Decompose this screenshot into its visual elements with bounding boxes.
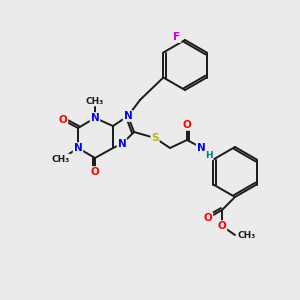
Text: CH₃: CH₃ <box>52 154 70 164</box>
Text: O: O <box>218 221 226 231</box>
Text: H: H <box>205 151 213 160</box>
Text: N: N <box>196 143 206 153</box>
Text: N: N <box>118 139 126 149</box>
Text: S: S <box>151 133 159 143</box>
Text: CH₃: CH₃ <box>237 230 255 239</box>
Text: CH₃: CH₃ <box>86 97 104 106</box>
Text: O: O <box>91 167 99 177</box>
Text: O: O <box>183 120 191 130</box>
Text: N: N <box>74 143 82 153</box>
Text: N: N <box>91 113 99 123</box>
Text: O: O <box>204 213 212 223</box>
Text: F: F <box>173 32 181 42</box>
Text: N: N <box>124 111 132 121</box>
Text: O: O <box>58 115 68 125</box>
